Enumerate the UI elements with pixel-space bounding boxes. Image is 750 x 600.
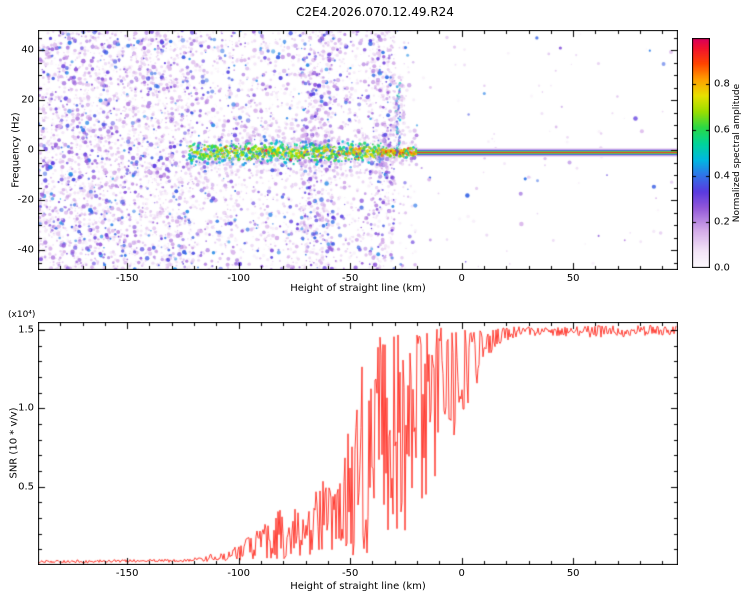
colorbar-tick-label: 0.0 bbox=[714, 262, 730, 274]
spectrogram-plot bbox=[38, 30, 678, 270]
top-y-axis-label: Frequency (Hz) bbox=[10, 112, 22, 188]
top-x-axis-label: Height of straight line (km) bbox=[290, 283, 426, 294]
bottom-x-axis-label: Height of straight line (km) bbox=[290, 581, 426, 592]
bottom-y-axis-label: SNR (10 * v/v) bbox=[8, 407, 20, 479]
colorbar-tick-label: 0.8 bbox=[714, 78, 730, 90]
top-x-tick-label: -50 bbox=[342, 273, 359, 284]
top-x-tick-label: 0 bbox=[458, 273, 465, 284]
bottom-x-tick-label: -100 bbox=[227, 568, 251, 579]
top-y-tick-label: 20 bbox=[21, 94, 34, 106]
top-x-tick-label: -150 bbox=[115, 273, 139, 284]
bottom-x-tick-label: 0 bbox=[458, 568, 465, 579]
top-y-tick-label: 40 bbox=[21, 44, 34, 56]
top-x-tick-label: -100 bbox=[227, 273, 251, 284]
colorbar-tick-label: 0.4 bbox=[714, 170, 730, 182]
bottom-x-tick-label: -50 bbox=[342, 568, 359, 579]
bottom-y-tick-label: 1.0 bbox=[18, 402, 34, 414]
figure-title: C2E4.2026.070.12.49.R24 bbox=[296, 5, 454, 19]
colorbar-label: Normalized spectral amplitude bbox=[732, 83, 742, 223]
top-y-tick-label: -40 bbox=[17, 244, 34, 256]
colorbar-tick-label: 0.2 bbox=[714, 216, 730, 228]
colorbar-tick-label: 0.6 bbox=[714, 124, 730, 136]
y-scale-note: (x10⁴) bbox=[8, 310, 36, 320]
bottom-y-tick-label: 0.5 bbox=[18, 481, 34, 493]
colorbar bbox=[692, 38, 710, 268]
top-x-tick-label: 50 bbox=[566, 273, 580, 284]
bottom-y-tick-label: 1.5 bbox=[18, 324, 34, 336]
top-y-tick-label: -20 bbox=[17, 194, 34, 206]
top-y-tick-label: 0 bbox=[27, 144, 34, 156]
bottom-x-tick-label: 50 bbox=[566, 568, 580, 579]
bottom-x-tick-label: -150 bbox=[115, 568, 139, 579]
snr-plot bbox=[38, 322, 678, 565]
